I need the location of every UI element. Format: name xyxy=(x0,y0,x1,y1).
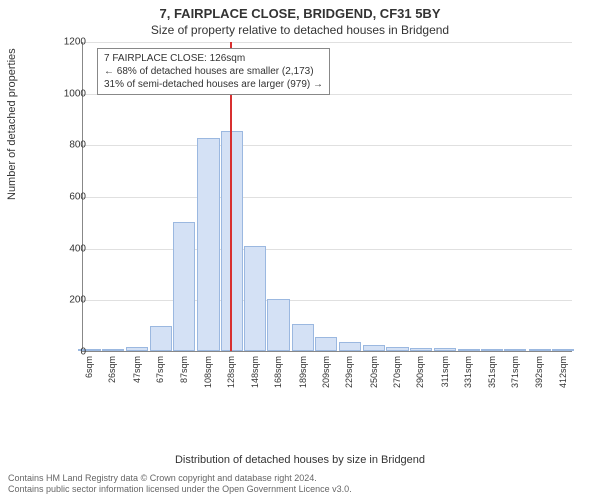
histogram-bar xyxy=(315,337,337,351)
grid-line xyxy=(83,197,572,198)
y-tick-label: 400 xyxy=(46,243,86,254)
histogram-bar xyxy=(529,349,551,351)
x-tick-label: 189sqm xyxy=(298,356,308,388)
x-tick-label: 371sqm xyxy=(510,356,520,388)
histogram-bar xyxy=(173,222,195,351)
x-tick-label: 148sqm xyxy=(250,356,260,388)
x-tick-label: 331sqm xyxy=(463,356,473,388)
x-tick-label: 47sqm xyxy=(132,356,142,383)
histogram-bar xyxy=(197,138,219,351)
grid-line xyxy=(83,42,572,43)
x-tick-label: 26sqm xyxy=(107,356,117,383)
x-tick-label: 67sqm xyxy=(155,356,165,383)
chart-title-sub: Size of property relative to detached ho… xyxy=(0,21,600,37)
annotation-line2: ← 68% of detached houses are smaller (2,… xyxy=(104,65,323,78)
x-tick-label: 87sqm xyxy=(179,356,189,383)
annotation-line1: 7 FAIRPLACE CLOSE: 126sqm xyxy=(104,52,323,65)
x-tick-label: 412sqm xyxy=(558,356,568,388)
histogram-bar xyxy=(434,348,456,351)
x-tick-label: 128sqm xyxy=(226,356,236,388)
footer-attribution: Contains HM Land Registry data © Crown c… xyxy=(8,473,592,496)
chart-title-main: 7, FAIRPLACE CLOSE, BRIDGEND, CF31 5BY xyxy=(0,0,600,21)
y-axis-label: Number of detached properties xyxy=(6,48,18,200)
histogram-bar xyxy=(267,299,289,351)
x-tick-label: 290sqm xyxy=(415,356,425,388)
y-tick-label: 600 xyxy=(46,192,86,203)
histogram-bar xyxy=(244,246,266,351)
y-tick-label: 1000 xyxy=(46,88,86,99)
histogram-bar xyxy=(102,349,124,351)
x-tick-label: 351sqm xyxy=(487,356,497,388)
histogram-bar xyxy=(126,347,148,351)
histogram-bar xyxy=(150,326,172,351)
x-axis-label: Distribution of detached houses by size … xyxy=(0,454,600,466)
histogram-bar xyxy=(458,349,480,351)
footer-line1: Contains HM Land Registry data © Crown c… xyxy=(8,473,592,485)
grid-line xyxy=(83,145,572,146)
chart-area: 7 FAIRPLACE CLOSE: 126sqm ← 68% of detac… xyxy=(52,42,582,402)
grid-line xyxy=(83,300,572,301)
histogram-bar xyxy=(339,342,361,351)
x-tick-label: 168sqm xyxy=(273,356,283,388)
x-tick-label: 311sqm xyxy=(440,356,450,387)
histogram-bar xyxy=(292,324,314,351)
footer-line2: Contains public sector information licen… xyxy=(8,484,592,496)
histogram-bar xyxy=(481,349,503,351)
y-tick-label: 800 xyxy=(46,140,86,151)
x-tick-label: 6sqm xyxy=(84,356,94,378)
annotation-box: 7 FAIRPLACE CLOSE: 126sqm ← 68% of detac… xyxy=(97,48,330,95)
x-tick-label: 108sqm xyxy=(203,356,213,388)
histogram-bar xyxy=(504,349,526,351)
y-tick-label: 1200 xyxy=(46,37,86,48)
histogram-bar xyxy=(363,345,385,351)
histogram-bar xyxy=(386,347,408,351)
grid-line xyxy=(83,249,572,250)
x-tick-label: 392sqm xyxy=(534,356,544,388)
x-tick-label: 229sqm xyxy=(344,356,354,388)
histogram-bar xyxy=(552,349,574,351)
y-tick-label: 0 xyxy=(46,347,86,358)
x-tick-label: 209sqm xyxy=(321,356,331,388)
histogram-bar xyxy=(410,348,432,351)
x-tick-label: 270sqm xyxy=(392,356,402,388)
annotation-line3: 31% of semi-detached houses are larger (… xyxy=(104,78,323,91)
y-tick-label: 200 xyxy=(46,295,86,306)
plot-area: 7 FAIRPLACE CLOSE: 126sqm ← 68% of detac… xyxy=(82,42,572,352)
x-tick-label: 250sqm xyxy=(369,356,379,388)
